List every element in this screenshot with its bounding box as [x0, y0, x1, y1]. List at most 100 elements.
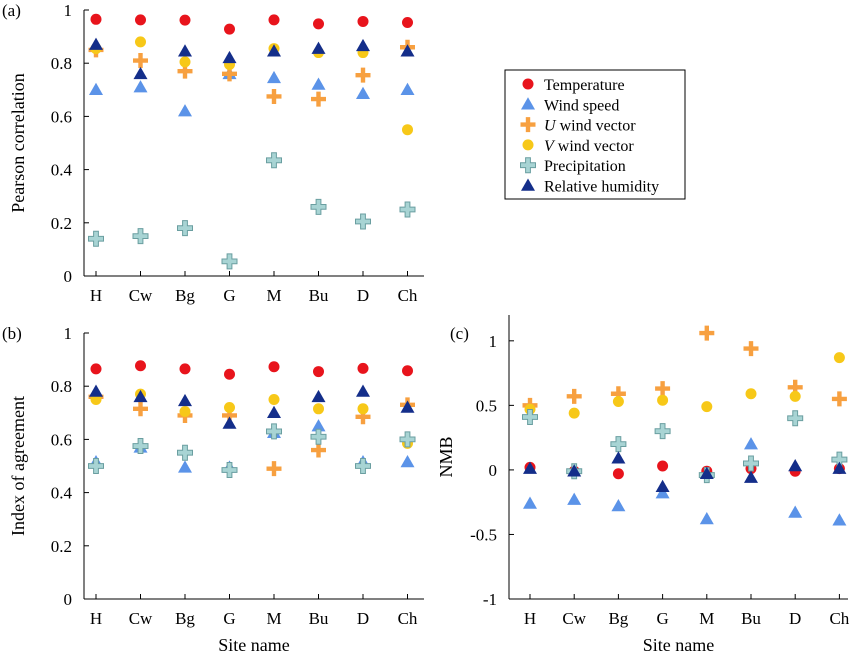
- legend-marker: [521, 178, 535, 191]
- point-temperature: [268, 14, 280, 26]
- point-u-wind-vector: [133, 53, 148, 69]
- point-relative-humidity: [611, 451, 626, 464]
- series-precipitation: [88, 423, 416, 478]
- legend: Temperature Wind speed U wind vector V wind…: [504, 69, 686, 200]
- point-v-wind-vector: [135, 36, 146, 48]
- point-wind-speed: [611, 499, 626, 512]
- point-precipitation: [399, 201, 416, 218]
- point-u-wind-vector: [655, 381, 671, 397]
- point-v-wind-vector: [612, 395, 624, 407]
- legend-label: Precipitation: [544, 158, 626, 175]
- panel-label: (c): [450, 324, 469, 343]
- series-precipitation: [88, 152, 416, 270]
- point-v-wind-vector: [402, 124, 413, 136]
- point-precipitation: [310, 198, 327, 215]
- point-precipitation: [266, 152, 282, 169]
- panel-a-pearson-correlation: 0 0.2 0.4 0.6 0.8 1 H Cw Bg G M Bu D Ch (a) Pearson cor…: [2, 1, 424, 305]
- point-temperature: [90, 13, 102, 25]
- point-v-wind-vector: [789, 390, 801, 402]
- point-relative-humidity: [744, 470, 758, 483]
- point-u-wind-vector: [699, 325, 715, 341]
- point-temperature: [657, 460, 669, 472]
- point-relative-humidity: [832, 461, 847, 474]
- point-u-wind-vector: [266, 88, 282, 104]
- point-u-wind-vector: [610, 386, 626, 402]
- point-precipitation: [132, 228, 149, 245]
- point-precipitation: [221, 461, 238, 478]
- point-precipitation: [88, 230, 104, 247]
- point-wind-speed: [400, 455, 415, 468]
- point-wind-speed: [699, 511, 714, 525]
- point-v-wind-vector: [179, 405, 191, 417]
- x-tick-label: Bu: [309, 609, 329, 628]
- series-temperature: [90, 360, 413, 380]
- point-relative-humidity: [222, 416, 237, 429]
- x-axis-label: Site name: [218, 635, 289, 655]
- point-wind-speed: [178, 104, 192, 117]
- point-u-wind-vector: [177, 63, 193, 79]
- point-relative-humidity: [567, 464, 582, 477]
- point-relative-humidity: [178, 44, 192, 57]
- point-temperature: [612, 468, 624, 480]
- point-relative-humidity: [356, 38, 370, 52]
- x-tick-label: G: [223, 286, 235, 305]
- point-precipitation: [221, 253, 238, 270]
- legend-label: V wind vector: [544, 138, 634, 155]
- y-tick-label: 0.6: [51, 430, 72, 449]
- x-tick-label: G: [223, 609, 235, 628]
- point-temperature: [402, 365, 413, 377]
- legend-label: Wind speed: [544, 97, 619, 114]
- x-tick-label: M: [266, 286, 281, 305]
- point-wind-speed: [178, 460, 192, 473]
- point-v-wind-vector: [568, 407, 580, 419]
- point-wind-speed: [567, 492, 582, 505]
- point-relative-humidity: [178, 393, 192, 407]
- point-temperature: [135, 360, 146, 372]
- y-tick-label: 0.2: [51, 214, 72, 233]
- point-u-wind-vector: [222, 66, 237, 82]
- panel-c-nmb: -1 -0.5 0 0.5 1 H Cw Bg G M Bu D Ch (c) NMB Site name: [436, 315, 850, 655]
- point-relative-humidity: [133, 66, 148, 80]
- legend-marker: [522, 139, 534, 151]
- x-tick-label: Cw: [562, 609, 586, 628]
- series-temperature: [90, 13, 413, 35]
- point-temperature: [135, 14, 146, 26]
- point-v-wind-vector: [833, 352, 845, 364]
- y-axis-label: Index of agreement: [8, 396, 28, 536]
- point-v-wind-vector: [701, 401, 713, 413]
- legend-label: Relative humidity: [544, 179, 659, 196]
- point-wind-speed: [267, 70, 281, 84]
- point-u-wind-vector: [311, 442, 326, 458]
- point-temperature: [357, 15, 369, 27]
- point-wind-speed: [788, 505, 803, 518]
- y-tick-label: 0.2: [51, 537, 72, 556]
- point-temperature: [179, 14, 191, 26]
- point-precipitation: [743, 455, 759, 472]
- x-tick-label: Cw: [129, 609, 153, 628]
- y-tick-label: -1: [483, 590, 497, 609]
- panel-label: (b): [2, 324, 22, 343]
- panel-b-index-of-agreement: 0 0.2 0.4 0.6 0.8 1 H Cw Bg G M Bu D Ch (b) Index of ag…: [2, 324, 424, 655]
- y-tick-label: 0: [489, 461, 498, 480]
- x-tick-label: Bu: [309, 286, 329, 305]
- x-tick-label: D: [789, 609, 801, 628]
- point-wind-speed: [832, 513, 847, 526]
- legend-marker: [520, 157, 536, 174]
- point-u-wind-vector: [266, 461, 282, 477]
- series-relative-humidity: [523, 451, 847, 492]
- point-temperature: [402, 17, 413, 29]
- x-tick-label: Ch: [398, 286, 418, 305]
- point-u-wind-vector: [831, 391, 847, 407]
- x-tick-label: D: [357, 286, 369, 305]
- x-tick-label: Bu: [741, 609, 761, 628]
- point-precipitation: [399, 431, 416, 448]
- x-tick-label: H: [90, 609, 102, 628]
- point-wind-speed: [744, 437, 758, 450]
- series-relative-humidity: [89, 37, 415, 80]
- x-tick-label: Bg: [608, 609, 628, 628]
- y-tick-label: 0: [64, 590, 73, 609]
- point-relative-humidity: [311, 389, 326, 403]
- point-precipitation: [88, 458, 104, 474]
- y-tick-label: 0.8: [51, 377, 72, 396]
- x-axis-label: Site name: [643, 635, 714, 655]
